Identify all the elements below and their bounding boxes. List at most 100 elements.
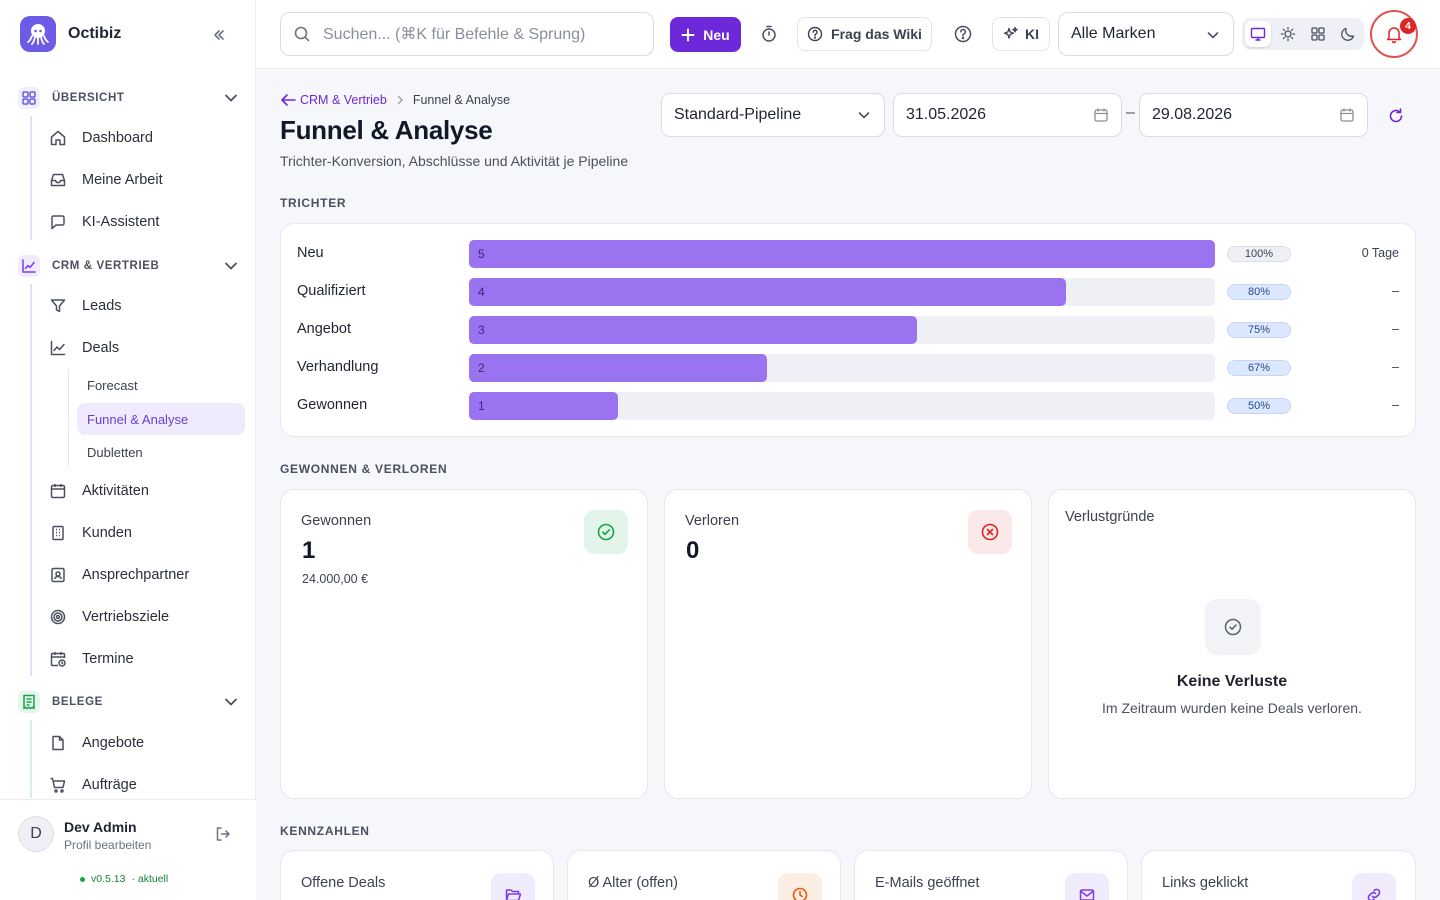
wiki-button-label: Frag das Wiki bbox=[831, 26, 922, 42]
edit-profile-link[interactable]: Profil bearbeiten bbox=[64, 838, 152, 852]
sidebar: Octibiz ÜBERSICHT Dashboard Meine Arbeit… bbox=[0, 0, 256, 900]
date-range-separator: – bbox=[1126, 104, 1135, 121]
section-crm-vertrieb[interactable]: CRM & VERTRIEB bbox=[18, 254, 240, 278]
chevron-down-icon[interactable] bbox=[222, 257, 240, 275]
funnel-bar-track: 2 bbox=[469, 354, 1215, 382]
calendar-icon[interactable] bbox=[1339, 107, 1355, 123]
sun-icon[interactable] bbox=[1275, 21, 1301, 47]
chevron-down-icon[interactable] bbox=[222, 89, 240, 107]
funnel-row[interactable]: Neu 5 100% 0 Tage bbox=[297, 240, 1399, 268]
search-placeholder: Suchen... (⌘K für Befehle & Sprung) bbox=[323, 26, 586, 43]
funnel-row[interactable]: Angebot 3 75% – bbox=[297, 316, 1399, 344]
chart-line-icon bbox=[18, 255, 40, 277]
won-count: 1 bbox=[302, 537, 316, 564]
kpi-label: Links geklickt bbox=[1162, 875, 1249, 891]
chevron-down-icon bbox=[1205, 27, 1221, 43]
lost-label: Verloren bbox=[685, 513, 740, 529]
sidebar-nav: ÜBERSICHT Dashboard Meine Arbeit KI-Assi… bbox=[0, 76, 256, 798]
refresh-icon[interactable] bbox=[1386, 106, 1406, 126]
date-to-input[interactable]: 29.08.2026 bbox=[1139, 93, 1368, 137]
empty-state-title: Keine Verluste bbox=[1176, 673, 1288, 690]
sidebar-item-aktivitaeten[interactable]: Aktivitäten bbox=[48, 474, 248, 508]
collapse-sidebar-icon[interactable] bbox=[208, 24, 230, 46]
wiki-button[interactable]: Frag das Wiki bbox=[797, 17, 932, 51]
avatar[interactable]: D bbox=[18, 816, 54, 852]
kpi-label: Offene Deals bbox=[301, 875, 386, 891]
page-subtitle: Trichter-Konversion, Abschlüsse und Akti… bbox=[280, 153, 629, 169]
sidebar-item-label: Leads bbox=[82, 298, 122, 314]
sidebar-item-deals[interactable]: Deals bbox=[48, 331, 248, 365]
funnel-stage-name: Angebot bbox=[297, 321, 352, 337]
sidebar-subitem-funnel-analyse[interactable]: Funnel & Analyse bbox=[77, 403, 245, 435]
chevron-down-icon bbox=[856, 107, 872, 123]
sidebar-item-vertriebsziele[interactable]: Vertriebsziele bbox=[48, 600, 248, 634]
sidebar-item-angebote[interactable]: Angebote bbox=[48, 726, 248, 760]
conversion-rate-badge: 100% bbox=[1227, 246, 1291, 262]
sidebar-item-dashboard[interactable]: Dashboard bbox=[48, 121, 248, 155]
document-icon bbox=[48, 733, 68, 753]
breadcrumb-back-link[interactable]: CRM & Vertrieb bbox=[280, 93, 387, 107]
sidebar-item-meine-arbeit[interactable]: Meine Arbeit bbox=[48, 163, 248, 197]
brand[interactable]: Octibiz bbox=[20, 16, 121, 52]
section-label: CRM & VERTRIEB bbox=[52, 260, 160, 272]
new-button[interactable]: Neu bbox=[670, 17, 741, 52]
layout-grid-icon[interactable] bbox=[1305, 21, 1331, 47]
chat-bubble-icon bbox=[48, 212, 68, 232]
stopwatch-icon[interactable] bbox=[759, 24, 779, 44]
lost-count: 0 bbox=[686, 537, 700, 564]
stage-duration: 0 Tage bbox=[1361, 246, 1399, 260]
conversion-rate-badge: 75% bbox=[1227, 322, 1291, 338]
calendar-icon[interactable] bbox=[1093, 107, 1109, 123]
section-label: ÜBERSICHT bbox=[52, 92, 125, 104]
help-icon[interactable] bbox=[953, 24, 973, 44]
funnel-bar-track: 3 bbox=[469, 316, 1215, 344]
breadcrumb-current: Funnel & Analyse bbox=[412, 93, 511, 107]
user-name[interactable]: Dev Admin bbox=[64, 819, 137, 835]
date-from-input[interactable]: 31.05.2026 bbox=[893, 93, 1122, 137]
section-rail bbox=[30, 284, 32, 676]
sidebar-item-label: Kunden bbox=[82, 525, 132, 541]
funnel-row[interactable]: Verhandlung 2 67% – bbox=[297, 354, 1399, 382]
conversion-rate-badge: 50% bbox=[1227, 398, 1291, 414]
funnel-icon bbox=[48, 296, 68, 316]
section-uebersicht[interactable]: ÜBERSICHT bbox=[18, 86, 240, 110]
receipt-icon bbox=[18, 691, 40, 713]
funnel-row[interactable]: Qualifiziert 4 80% – bbox=[297, 278, 1399, 306]
sidebar-item-ki-assistent[interactable]: KI-Assistent bbox=[48, 205, 248, 239]
sidebar-item-leads[interactable]: Leads bbox=[48, 289, 248, 323]
loss-reasons-card: Verlustgründe Keine Verluste Im Zeitraum… bbox=[1048, 489, 1416, 799]
sidebar-item-kunden[interactable]: Kunden bbox=[48, 516, 248, 550]
section-belege[interactable]: BELEGE bbox=[18, 690, 240, 714]
sidebar-subitem-forecast[interactable]: Forecast bbox=[77, 369, 245, 401]
sidebar-item-label: Deals bbox=[82, 340, 120, 356]
chevron-down-icon[interactable] bbox=[222, 693, 240, 711]
search-input[interactable]: Suchen... (⌘K für Befehle & Sprung) bbox=[280, 12, 654, 56]
sidebar-item-label: Aufträge bbox=[82, 777, 137, 793]
pipeline-select[interactable]: Standard-Pipeline bbox=[661, 93, 885, 137]
sidebar-item-auftraege[interactable]: Aufträge bbox=[48, 768, 248, 798]
sidebar-item-label: Aktivitäten bbox=[82, 483, 149, 499]
conversion-rate-badge: 67% bbox=[1227, 360, 1291, 376]
sidebar-item-label: Meine Arbeit bbox=[82, 172, 163, 188]
monitor-icon[interactable] bbox=[1245, 21, 1271, 47]
stage-duration: – bbox=[1392, 284, 1399, 298]
ki-button[interactable]: KI bbox=[992, 17, 1050, 51]
kpi-label: E-Mails geöffnet bbox=[875, 875, 980, 891]
sidebar-item-termine[interactable]: Termine bbox=[48, 642, 248, 676]
funnel-row[interactable]: Gewonnen 1 50% – bbox=[297, 392, 1399, 420]
mail-icon bbox=[1065, 873, 1109, 900]
calendar-clock-icon bbox=[48, 649, 68, 669]
winloss-section-label: GEWONNEN & VERLOREN bbox=[280, 462, 448, 476]
sidebar-item-ansprechpartner[interactable]: Ansprechpartner bbox=[48, 558, 248, 592]
sidebar-subitem-dubletten[interactable]: Dubletten bbox=[77, 436, 245, 468]
section-label: BELEGE bbox=[52, 696, 103, 708]
brand-select[interactable]: Alle Marken bbox=[1058, 12, 1234, 56]
logout-icon[interactable] bbox=[214, 825, 232, 843]
funnel-bar: 1 bbox=[469, 392, 619, 420]
moon-icon[interactable] bbox=[1335, 21, 1361, 47]
kpi-card-alter: Ø Alter (offen) bbox=[567, 850, 841, 900]
octopus-logo-icon bbox=[20, 16, 56, 52]
link-icon bbox=[1352, 873, 1396, 900]
page-title: Funnel & Analyse bbox=[280, 115, 493, 145]
notifications-button[interactable]: 4 bbox=[1370, 10, 1418, 58]
